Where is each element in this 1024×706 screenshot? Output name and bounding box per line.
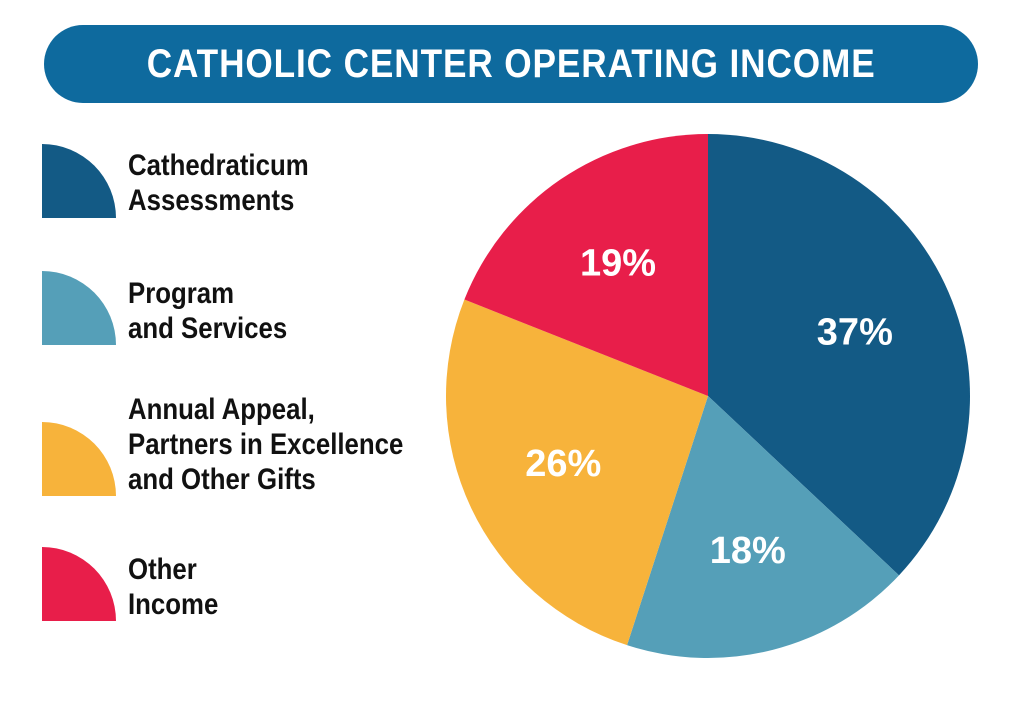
- legend-item-other: Other Income: [42, 544, 442, 624]
- legend-label-appeal: Annual Appeal, Partners in Excellence an…: [128, 393, 404, 496]
- pie-slice-other: [464, 134, 708, 396]
- pie-label-other: 19%: [580, 243, 656, 285]
- pie-label-program: 18%: [710, 530, 786, 572]
- legend-label-program: Program and Services: [128, 277, 288, 345]
- title-bar: CATHOLIC CENTER OPERATING INCOME: [44, 25, 978, 103]
- pie-slice-annual: [446, 299, 708, 646]
- legend-item-appeal: Annual Appeal, Partners in Excellence an…: [42, 388, 442, 496]
- legend-item-cathedraticum: Cathedraticum Assessments: [42, 140, 442, 220]
- pie-label-cathedraticum: 37%: [817, 311, 893, 353]
- pie-label-annual: 26%: [525, 443, 601, 485]
- legend-item-program: Program and Services: [42, 268, 442, 348]
- legend-label-other: Other Income: [128, 553, 219, 621]
- pie-slice-program: [627, 396, 899, 658]
- chart-title: CATHOLIC CENTER OPERATING INCOME: [146, 41, 876, 86]
- legend-label-cathedraticum: Cathedraticum Assessments: [128, 149, 309, 217]
- pie-slice-cathedraticum: [708, 134, 970, 576]
